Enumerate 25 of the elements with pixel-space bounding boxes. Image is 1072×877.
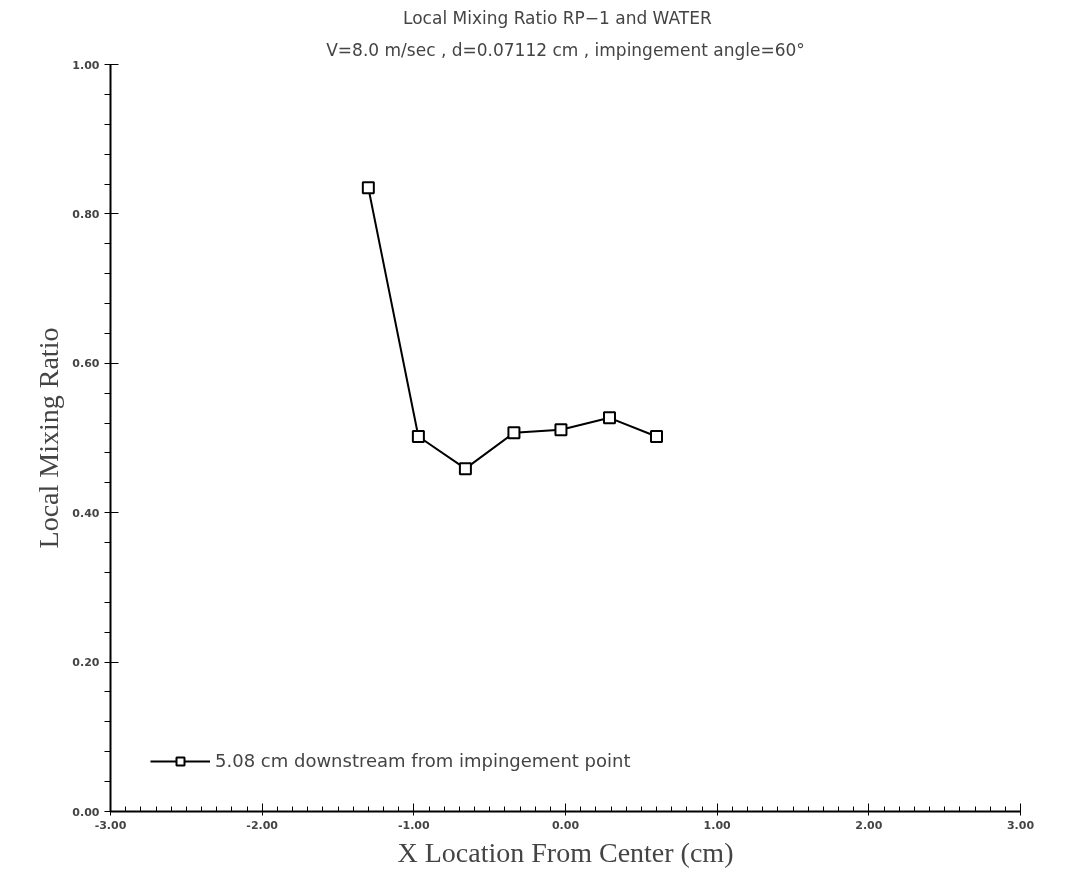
y-tick-label: 0.80 [72, 207, 100, 221]
x-tick-label: 3.00 [1006, 818, 1035, 832]
x-tick-label: -2.00 [246, 818, 279, 832]
point [458, 462, 472, 476]
x-tick-label: 1.00 [703, 818, 732, 832]
x-tick-label: -1.00 [397, 818, 431, 832]
y-tick-label: 0.00 [72, 805, 100, 819]
point [602, 411, 616, 425]
y-tick-label: 1.00 [72, 58, 100, 72]
chart-subtitle: V=8.0 m/sec , d=0.07112 cm , impingement angle=60° [326, 39, 805, 60]
y-tick-label: 0.20 [72, 656, 100, 670]
point [361, 181, 375, 195]
chart-title: Local Mixing Ratio RP−1 and WATER [403, 7, 712, 28]
point [507, 426, 521, 440]
legend-label: 5.08 cm downstream from impingement point [215, 750, 631, 771]
y-tick-label: 0.60 [72, 357, 100, 371]
x-tick-label: -3.00 [94, 818, 127, 832]
y-tick-label: 0.40 [72, 506, 100, 520]
y-axis-title: Local Mixing Ratio [33, 327, 65, 549]
point [650, 430, 663, 444]
point [411, 430, 425, 444]
x-tick-label: 0.00 [551, 818, 580, 832]
x-axis-title: X Location From Center (cm) [397, 836, 734, 868]
point [554, 423, 568, 437]
x-tick-label: 2.00 [855, 818, 883, 832]
